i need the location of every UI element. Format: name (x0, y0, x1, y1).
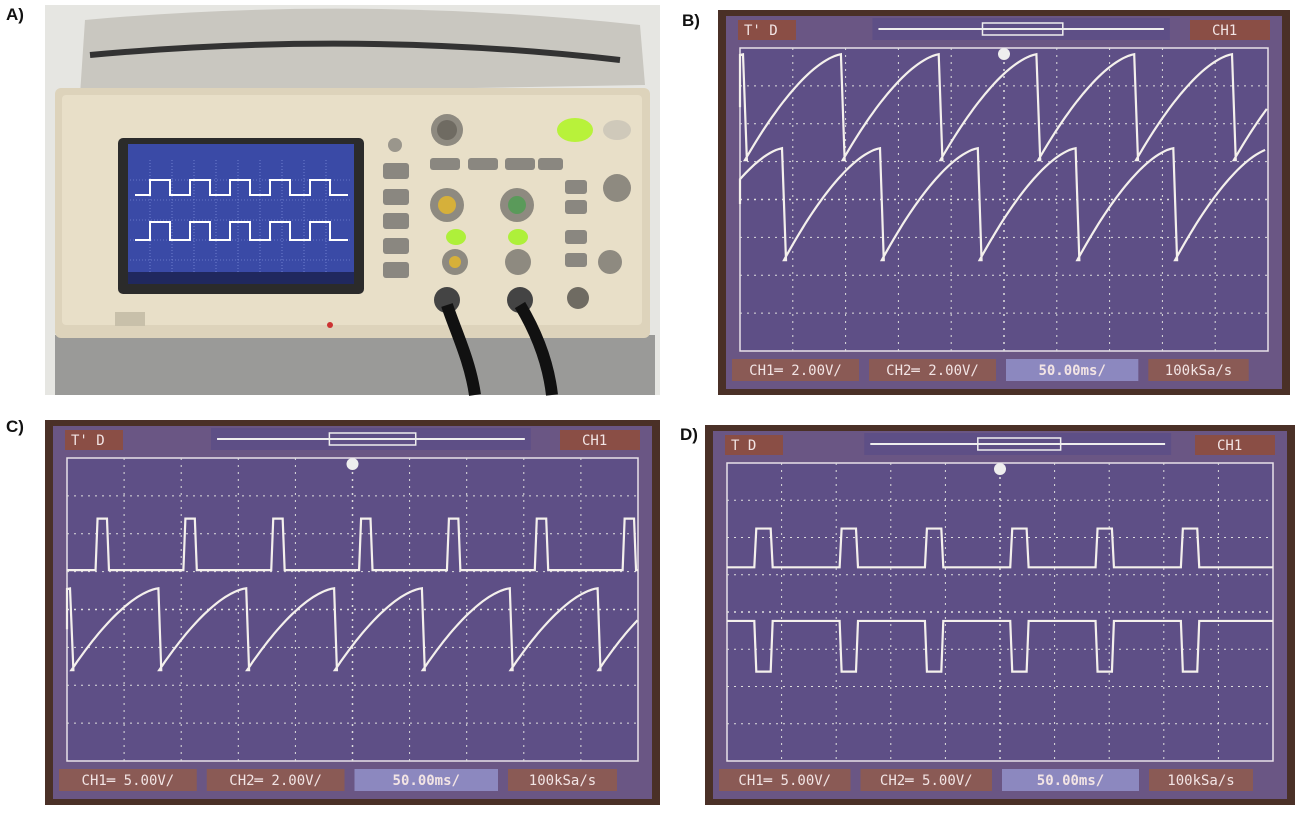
trigger-marker (347, 458, 359, 470)
trigger-mode: T' D (71, 433, 105, 449)
trigger-marker (998, 48, 1010, 60)
trigger-mode: T' D (744, 23, 778, 39)
oscilloscope-screen: T' D CH1 CH1═ 5.00V/CH2═ 2.00V/50.00ms/100… (45, 420, 660, 805)
trigger-channel: CH1 (1217, 438, 1242, 454)
panel-label: C) (6, 417, 24, 436)
status-text: CH2═ 2.00V/ (229, 773, 322, 789)
status-text: 100kSa/s (1167, 773, 1234, 789)
trigger-mode: T D (731, 438, 756, 454)
status-text: CH1═ 5.00V/ (82, 773, 175, 789)
status-text: CH1═ 2.00V/ (749, 363, 842, 379)
oscilloscope-photo (45, 5, 660, 395)
status-text: 50.00ms/ (393, 773, 460, 789)
panel-label: A) (6, 5, 24, 24)
oscilloscope-screen: T' D CH1 CH1═ 2.00V/CH2═ 2.00V/50.00ms/100… (718, 10, 1290, 395)
status-text: CH2═ 2.00V/ (886, 363, 979, 379)
figure: A) B) C) D) (0, 0, 1301, 820)
oscilloscope-screen: T D CH1 CH1═ 5.00V/CH2═ 5.00V/50.00ms/100k… (705, 425, 1295, 805)
trigger-channel: CH1 (1212, 23, 1237, 39)
panel-label: D) (680, 425, 698, 444)
trigger-channel: CH1 (582, 433, 607, 449)
panel-label: B) (682, 11, 700, 30)
trigger-marker (994, 463, 1006, 475)
status-text: 100kSa/s (1165, 363, 1232, 379)
status-text: 100kSa/s (529, 773, 596, 789)
status-text: 50.00ms/ (1037, 773, 1104, 789)
status-text: CH1═ 5.00V/ (738, 773, 831, 789)
status-text: 50.00ms/ (1038, 363, 1105, 379)
status-text: CH2═ 5.00V/ (880, 773, 973, 789)
